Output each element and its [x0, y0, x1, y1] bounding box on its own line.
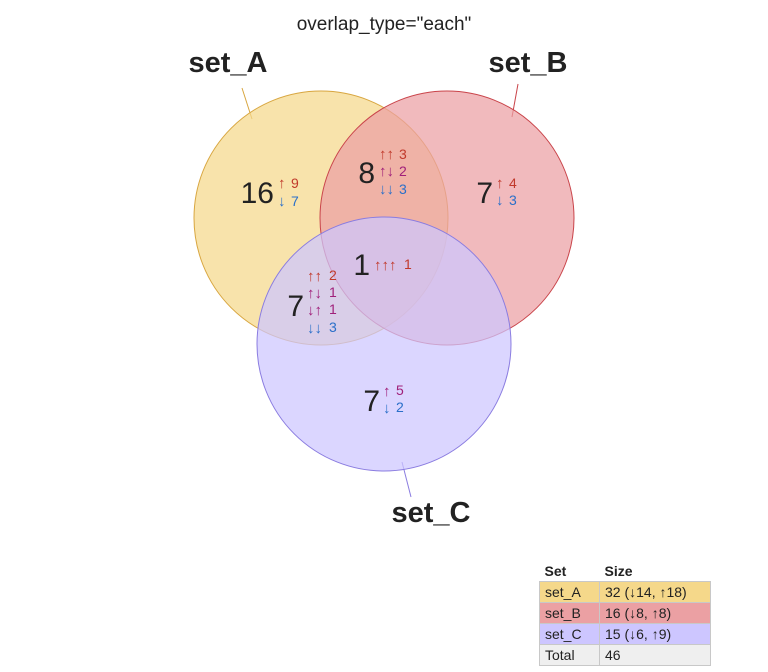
region-count: 16 [241, 177, 274, 210]
detail-value: 2 [399, 163, 407, 179]
column-header-size: Size [604, 563, 633, 579]
table-header-row: Set Size [540, 561, 711, 582]
detail-value: 2 [396, 399, 404, 415]
region-a-and-b: 8 ↑↑ 3 ↑↓ 2 ↓↓ 3 [358, 146, 407, 198]
region-count: 8 [358, 157, 375, 190]
detail-arrows: ↓ [278, 193, 286, 210]
set-cell: Total [539, 644, 600, 666]
detail-value: 9 [291, 175, 299, 191]
detail-value: 3 [509, 192, 517, 208]
detail-value: 1 [329, 301, 337, 317]
detail-arrows: ↑↑ [379, 146, 394, 163]
set-cell: set_B [539, 602, 600, 624]
region-only-b: 7 ↑ 4 ↓ 3 [476, 175, 517, 210]
detail-value: 7 [291, 193, 299, 209]
column-header-set: Set [544, 563, 567, 579]
set-size-table: Set Size set_A 32 (↓14, ↑18) set_B 16 (↓… [539, 561, 711, 666]
region-only-a: 16 ↑ 9 ↓ 7 [241, 175, 299, 210]
table-row: set_A 32 (↓14, ↑18) [539, 581, 711, 603]
detail-arrows: ↑ [278, 175, 286, 192]
detail-arrows: ↑↓ [379, 163, 394, 180]
set-cell: set_C [539, 623, 600, 645]
detail-value: 3 [399, 181, 407, 197]
size-cell: 46 [599, 644, 711, 666]
detail-arrows: ↑↓ [307, 285, 322, 302]
detail-value: 2 [329, 267, 337, 283]
region-count: 7 [363, 385, 380, 418]
table-row: set_B 16 (↓8, ↑8) [539, 602, 711, 624]
detail-value: 1 [329, 284, 337, 300]
set-c-circle [256, 216, 512, 472]
size-cell: 16 (↓8, ↑8) [599, 602, 711, 624]
set-a-label: set_A [189, 47, 268, 79]
detail-arrows: ↑↑↑ [374, 257, 397, 274]
detail-arrows: ↑ [383, 383, 391, 400]
detail-value: 5 [396, 382, 404, 398]
table-row: Total 46 [539, 644, 711, 666]
detail-value: 3 [329, 319, 337, 335]
detail-arrows: ↓↓ [379, 181, 394, 198]
size-cell: 32 (↓14, ↑18) [599, 581, 711, 603]
detail-arrows: ↑ [496, 175, 504, 192]
detail-value: 1 [404, 256, 412, 272]
detail-arrows: ↓ [496, 192, 504, 209]
region-a-b-c: 1 ↑↑↑ 1 [353, 249, 412, 282]
region-count: 7 [476, 177, 493, 210]
set-c-label: set_C [392, 497, 471, 529]
region-only-c: 7 ↑ 5 ↓ 2 [363, 382, 404, 418]
size-cell: 15 (↓6, ↑9) [599, 623, 711, 645]
venn-diagram: overlap_type="each" set_A set_B set_C 16… [189, 14, 575, 529]
region-count: 7 [287, 290, 304, 323]
set-b-label: set_B [489, 47, 568, 79]
set-cell: set_A [539, 581, 600, 603]
detail-arrows: ↑↑ [307, 268, 322, 285]
region-a-and-c: 7 ↑↑ 2 ↑↓ 1 ↓↑ 1 ↓↓ 3 [287, 267, 337, 337]
detail-value: 4 [509, 175, 517, 191]
detail-arrows: ↓ [383, 400, 391, 417]
detail-arrows: ↓↓ [307, 320, 322, 337]
region-count: 1 [353, 249, 370, 282]
detail-value: 3 [399, 146, 407, 162]
detail-arrows: ↓↑ [307, 302, 322, 319]
diagram-title: overlap_type="each" [297, 14, 472, 35]
table-row: set_C 15 (↓6, ↑9) [539, 623, 711, 645]
